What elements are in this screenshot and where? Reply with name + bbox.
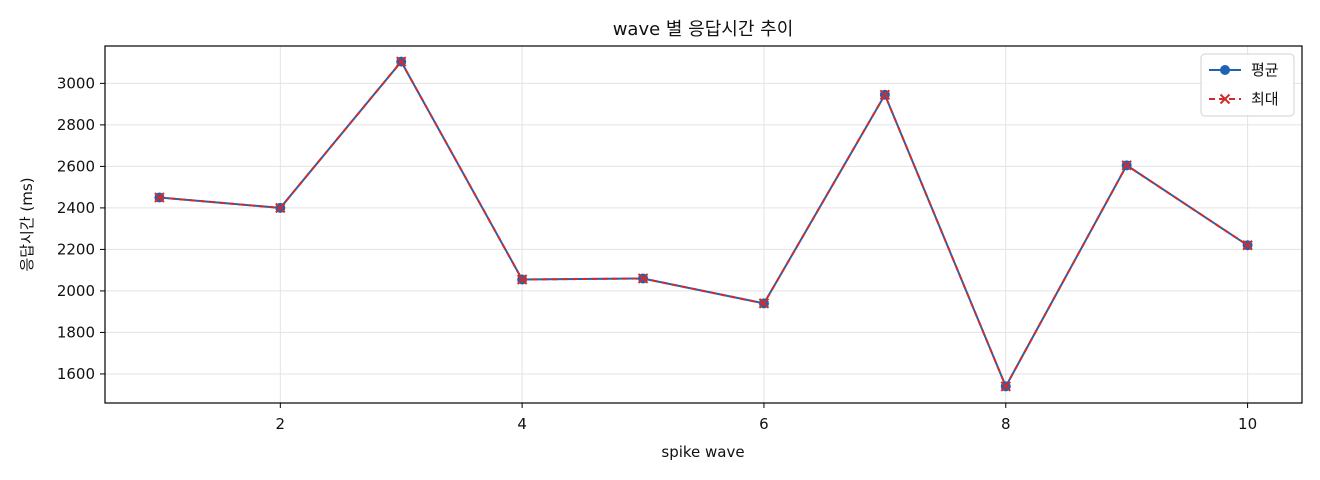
x-axis-label: spike wave (661, 443, 744, 461)
chart-title: wave 별 응답시간 추이 (613, 19, 794, 40)
legend-marker (1219, 93, 1231, 105)
series-line (159, 59, 1249, 389)
y-axis-label: 응답시간 (ms) (18, 177, 36, 271)
grid (105, 46, 1302, 403)
y-tick-label: 2000 (57, 282, 95, 300)
x-tick-label: 4 (517, 415, 527, 433)
y-tick-label: 2800 (57, 116, 95, 134)
data-point (275, 202, 286, 214)
legend-marker (1220, 65, 1230, 75)
legend-label: 평균 (1251, 61, 1279, 79)
data-point (879, 89, 891, 100)
data-point (637, 273, 649, 284)
series-layer (154, 56, 1253, 392)
y-tick-label: 1600 (57, 365, 95, 383)
y-tick-label: 1800 (57, 323, 95, 341)
data-point (758, 298, 770, 309)
series-1 (154, 56, 1253, 392)
x-tick-label: 10 (1238, 415, 1257, 433)
x-tick-label: 8 (1001, 415, 1011, 433)
y-tick-label: 2600 (57, 157, 95, 175)
series-2 (154, 56, 1253, 392)
legend-box (1200, 53, 1295, 117)
x-tick-label: 6 (759, 415, 769, 433)
data-point (396, 56, 407, 67)
x-tick-label: 2 (276, 415, 286, 433)
data-point (154, 192, 165, 203)
data-point (1242, 240, 1253, 251)
legend-label: 최대 (1251, 90, 1279, 108)
plot-frame (104, 45, 1303, 404)
data-point (1000, 381, 1011, 392)
data-point (1121, 160, 1132, 171)
y-tick-label: 3000 (57, 74, 95, 92)
series-line (159, 59, 1249, 389)
y-tick-label: 2400 (57, 199, 95, 217)
data-point (516, 274, 528, 285)
axis-ticks: 2 4 6 8 10 1600 1800 2000 2200 2400 2600 2800 3000 (57, 74, 1257, 433)
y-tick-label: 2200 (57, 240, 95, 258)
